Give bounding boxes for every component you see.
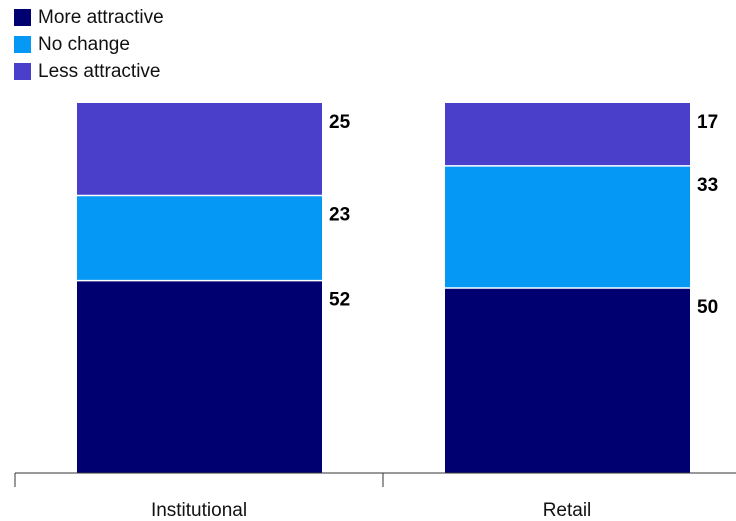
legend-swatch-more-attractive (14, 9, 31, 26)
legend-item-more-attractive: More attractive (14, 4, 164, 31)
category-label-retail: Retail (543, 500, 592, 521)
bar-retail-no-change (445, 165, 690, 288)
category-label-institutional: Institutional (151, 500, 247, 521)
bar-institutional-more-attractive (77, 280, 322, 473)
value-label-retail-more-attractive: 50 (697, 297, 718, 318)
value-label-retail-no-change: 33 (697, 175, 718, 196)
legend-swatch-less-attractive (14, 63, 31, 80)
bar-retail-more-attractive (445, 288, 690, 473)
bar-retail-less-attractive (445, 103, 690, 166)
value-label-retail-less-attractive: 17 (697, 112, 718, 133)
legend-swatch-no-change (14, 36, 31, 53)
legend: More attractive No change Less attractiv… (14, 4, 164, 85)
legend-item-less-attractive: Less attractive (14, 58, 164, 85)
legend-item-no-change: No change (14, 31, 164, 58)
value-label-institutional-no-change: 23 (329, 205, 350, 226)
legend-label-more-attractive: More attractive (38, 6, 164, 28)
bar-institutional-no-change (77, 195, 322, 281)
value-label-institutional-less-attractive: 25 (329, 112, 351, 133)
value-label-institutional-more-attractive: 52 (329, 290, 350, 311)
bar-institutional-less-attractive (77, 103, 322, 196)
legend-label-less-attractive: Less attractive (38, 60, 161, 82)
legend-label-no-change: No change (38, 33, 130, 55)
